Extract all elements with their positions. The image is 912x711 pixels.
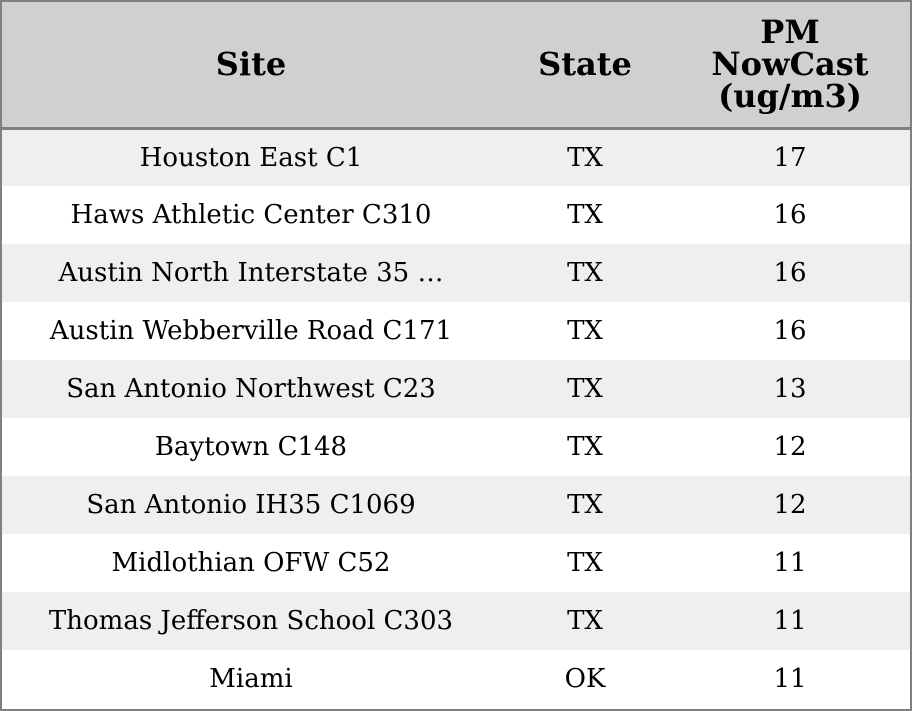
site-cell: Thomas Jefferson School C303 bbox=[48, 606, 454, 636]
site-cell: Midlothian OFW C52 bbox=[111, 548, 391, 578]
table-row: Austin Webberville Road C171 TX 16 bbox=[2, 302, 910, 360]
header-row: Site State PM NowCast (ug/m3) bbox=[2, 2, 910, 130]
table-row: Haws Athletic Center C310 TX 16 bbox=[2, 186, 910, 244]
state-cell: TX bbox=[567, 548, 603, 578]
site-cell: Austin Webberville Road C171 bbox=[49, 316, 453, 346]
pm-value-cell: 12 bbox=[773, 432, 807, 462]
site-cell: San Antonio IH35 C1069 bbox=[86, 490, 416, 520]
state-cell: TX bbox=[567, 374, 603, 404]
state-cell: TX bbox=[567, 606, 603, 636]
site-cell: Haws Athletic Center C310 bbox=[70, 200, 432, 230]
pm-value-cell: 16 bbox=[773, 258, 807, 288]
pm-header-line-3: (ug/m3) bbox=[718, 77, 862, 116]
column-header-site[interactable]: Site bbox=[2, 2, 500, 130]
state-cell: TX bbox=[567, 432, 603, 462]
table-row: San Antonio Northwest C23 TX 13 bbox=[2, 360, 910, 418]
pm-value-cell: 11 bbox=[773, 663, 807, 694]
site-cell: Baytown C148 bbox=[154, 432, 348, 462]
table-row: Miami OK 11 bbox=[2, 650, 910, 707]
pm-value-cell: 11 bbox=[773, 606, 807, 636]
site-cell: Miami bbox=[209, 663, 293, 694]
state-cell: TX bbox=[567, 142, 603, 173]
pm-header-line-1: PM bbox=[760, 13, 820, 52]
site-cell: San Antonio Northwest C23 bbox=[66, 374, 436, 404]
pm-value-cell: 12 bbox=[773, 490, 807, 520]
table-row: San Antonio IH35 C1069 TX 12 bbox=[2, 476, 910, 534]
pm-value-cell: 16 bbox=[773, 200, 807, 230]
state-cell: TX bbox=[567, 200, 603, 230]
site-cell: Houston East C1 bbox=[139, 142, 363, 173]
pm-value-cell: 11 bbox=[773, 548, 807, 578]
table-row: Midlothian OFW C52 TX 11 bbox=[2, 534, 910, 592]
pm-value-cell: 17 bbox=[773, 142, 807, 173]
site-cell: Austin North Interstate 35 … bbox=[58, 258, 444, 288]
table-row: Houston East C1 TX 17 bbox=[2, 128, 910, 186]
table-row: Thomas Jefferson School C303 TX 11 bbox=[2, 592, 910, 650]
state-cell: TX bbox=[567, 316, 603, 346]
pm-header-line-2: NowCast bbox=[711, 45, 869, 84]
table-row: Baytown C148 TX 12 bbox=[2, 418, 910, 476]
table-header: Site State PM NowCast (ug/m3) bbox=[2, 2, 910, 130]
state-cell: OK bbox=[564, 663, 606, 694]
column-header-state[interactable]: State bbox=[500, 2, 670, 130]
pm-value-cell: 16 bbox=[773, 316, 807, 346]
table-body: Houston East C1 TX 17 Haws Athletic Cent… bbox=[2, 128, 910, 707]
column-header-pm-nowcast[interactable]: PM NowCast (ug/m3) bbox=[670, 2, 910, 130]
state-cell: TX bbox=[567, 258, 603, 288]
state-cell: TX bbox=[567, 490, 603, 520]
table-row: Austin North Interstate 35 … TX 16 bbox=[2, 244, 910, 302]
pm-value-cell: 13 bbox=[773, 374, 807, 404]
